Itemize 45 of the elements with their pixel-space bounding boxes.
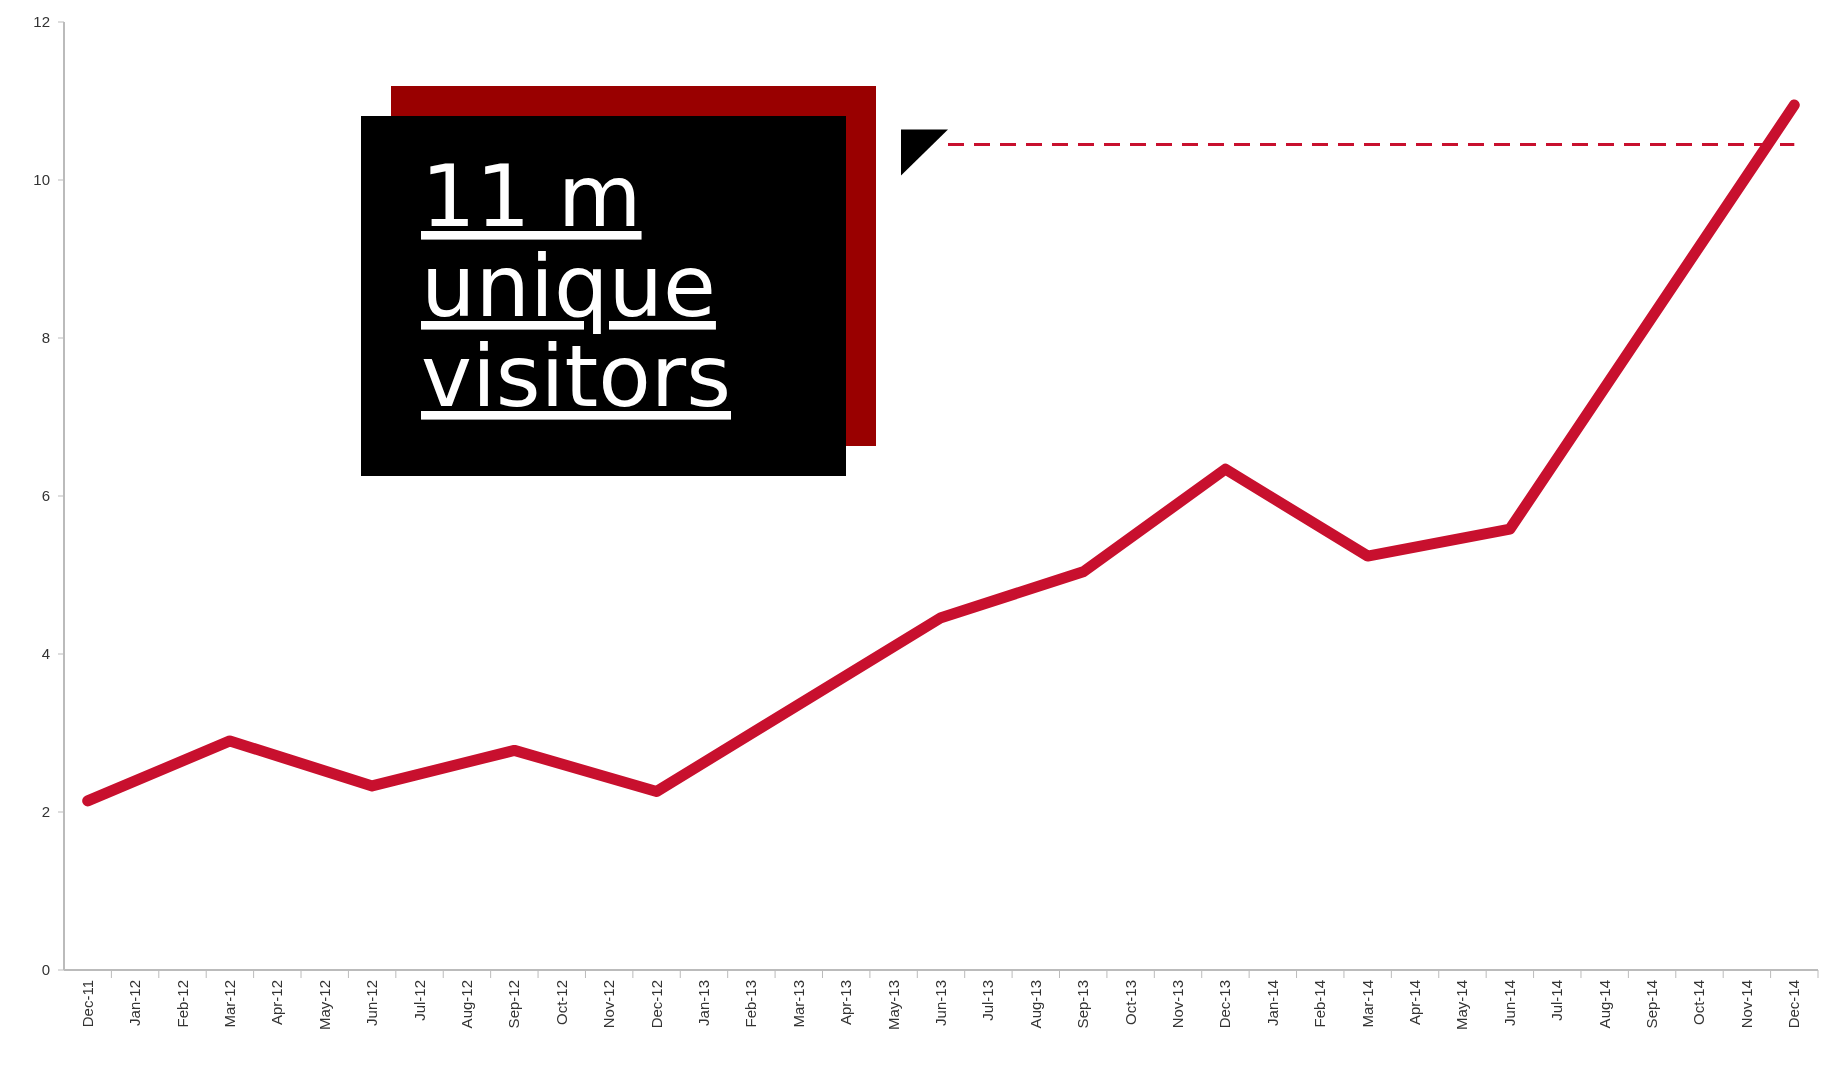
x-tick-label: Feb-12 xyxy=(173,980,191,1028)
x-tick-label: Jun-14 xyxy=(1500,980,1518,1026)
x-tick-label: Sep-13 xyxy=(1074,980,1092,1029)
x-tick-label: Dec-11 xyxy=(78,980,96,1028)
y-tick-label: 2 xyxy=(41,803,50,821)
x-tick-label: May-14 xyxy=(1453,980,1471,1031)
x-tick-label: Jan-14 xyxy=(1263,980,1281,1026)
x-tick-label: Nov-13 xyxy=(1169,980,1187,1029)
x-tick-label: Apr-12 xyxy=(268,980,286,1026)
x-tick-label: Jul-13 xyxy=(979,980,997,1021)
x-tick-label: Feb-13 xyxy=(742,980,760,1028)
x-tick-label: Sep-12 xyxy=(505,980,523,1029)
x-tick-label: Jan-12 xyxy=(126,980,144,1026)
x-tick-label: Apr-14 xyxy=(1406,980,1424,1026)
x-tick-label: Oct-14 xyxy=(1690,980,1708,1026)
x-tick-label: May-12 xyxy=(315,980,333,1031)
x-tick-label: Apr-13 xyxy=(837,980,855,1026)
x-tick-label: Nov-12 xyxy=(600,980,618,1029)
x-tick-label: Feb-14 xyxy=(1311,980,1329,1028)
x-tick-label: Dec-12 xyxy=(647,980,665,1029)
x-tick-label: May-13 xyxy=(884,980,902,1031)
x-tick-label: Mar-12 xyxy=(220,980,238,1028)
x-tick-label: Jun-13 xyxy=(932,980,949,1026)
x-tick-label: Aug-13 xyxy=(1026,980,1044,1029)
x-tick-label: Jul-14 xyxy=(1548,980,1566,1021)
x-tick-label: Nov-14 xyxy=(1737,980,1755,1029)
x-tick-label: Aug-14 xyxy=(1595,980,1613,1029)
x-tick-label: Oct-12 xyxy=(552,980,570,1026)
x-tick-label: Mar-13 xyxy=(789,980,807,1028)
x-tick-label: Dec-14 xyxy=(1785,980,1803,1029)
y-tick-label: 12 xyxy=(33,13,50,31)
x-tick-label: Dec-13 xyxy=(1216,980,1234,1029)
annotation: 11 m unique visitors xyxy=(421,146,731,426)
y-tick-label: 4 xyxy=(41,645,50,663)
x-tick-label: Aug-12 xyxy=(457,980,475,1029)
x-tick-label: Jul-12 xyxy=(410,980,428,1021)
x-tick-label: Oct-13 xyxy=(1121,980,1139,1026)
y-tick-label: 6 xyxy=(41,487,50,505)
x-tick-label: Jun-12 xyxy=(363,980,381,1026)
x-tick-label: Jan-13 xyxy=(694,980,712,1026)
x-tick-label: Sep-14 xyxy=(1643,980,1661,1029)
y-tick-label: 10 xyxy=(33,171,50,189)
y-tick-label: 0 xyxy=(41,961,50,979)
x-tick-label: Mar-14 xyxy=(1358,980,1376,1028)
y-tick-label: 8 xyxy=(41,329,50,347)
